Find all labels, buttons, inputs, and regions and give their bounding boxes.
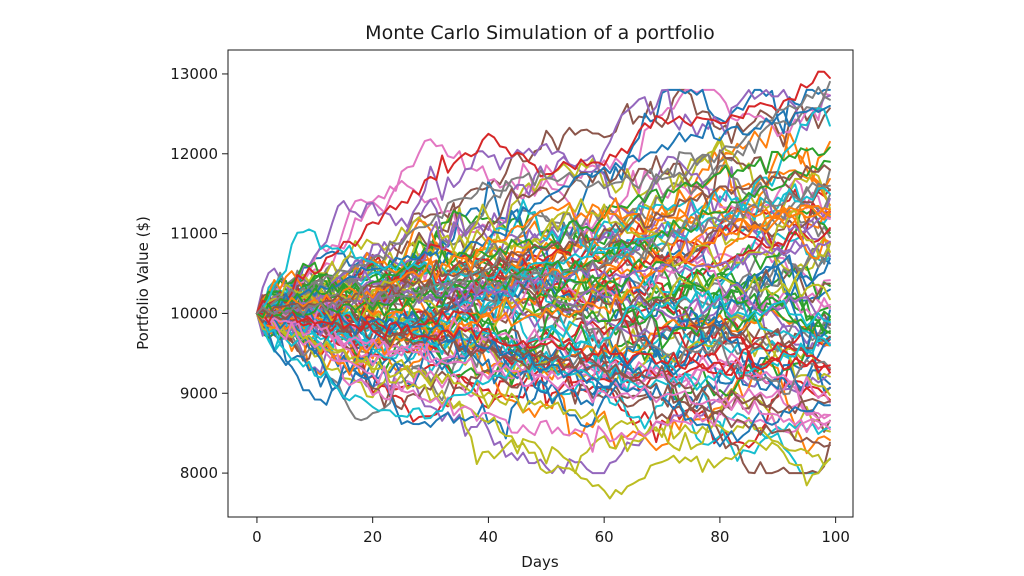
simulation-line [255, 80, 831, 316]
y-axis-label: Portfolio Value ($) [134, 216, 152, 350]
simulation-line [255, 241, 831, 396]
simulation-line [255, 151, 831, 315]
simulation-line [255, 182, 831, 316]
simulation-line [255, 312, 831, 434]
plot-frame [227, 49, 854, 518]
y-tick-label: 11000 [170, 225, 218, 243]
y-tick-label: 9000 [180, 384, 218, 402]
simulation-line [255, 240, 831, 318]
simulation-line [255, 265, 831, 440]
simulation-line [255, 310, 831, 500]
simulation-line [255, 104, 831, 315]
simulation-line [255, 308, 831, 448]
simulation-line [255, 207, 831, 376]
simulation-line [255, 260, 831, 397]
simulation-line [255, 312, 831, 453]
simulation-line [255, 159, 831, 319]
simulation-line [255, 252, 831, 367]
simulation-line [255, 138, 831, 334]
simulation-line [255, 299, 831, 404]
x-tick-label: 80 [710, 528, 729, 546]
simulation-line [255, 307, 831, 380]
simulation-line [255, 146, 831, 317]
simulation-line [255, 164, 831, 316]
y-tick-label: 10000 [170, 304, 218, 322]
x-axis: 0 20 40 60 80 100 [252, 517, 850, 546]
simulation-line [255, 311, 831, 428]
x-tick-label: 40 [479, 528, 498, 546]
x-tick-label: 60 [595, 528, 614, 546]
y-axis: 8000 9000 10000 11000 12000 13000 [170, 65, 228, 482]
simulation-line [255, 88, 831, 315]
y-tick-label: 13000 [170, 65, 218, 83]
y-tick-label: 12000 [170, 145, 218, 163]
series-lines [255, 70, 831, 500]
y-tick-label: 8000 [180, 464, 218, 482]
chart-title: Monte Carlo Simulation of a portfolio [365, 22, 715, 44]
x-tick-label: 0 [252, 528, 262, 546]
simulation-line [255, 149, 831, 333]
x-tick-label: 20 [363, 528, 382, 546]
x-tick-label: 100 [821, 528, 850, 546]
simulation-line [255, 261, 831, 351]
x-axis-label: Days [521, 553, 559, 571]
